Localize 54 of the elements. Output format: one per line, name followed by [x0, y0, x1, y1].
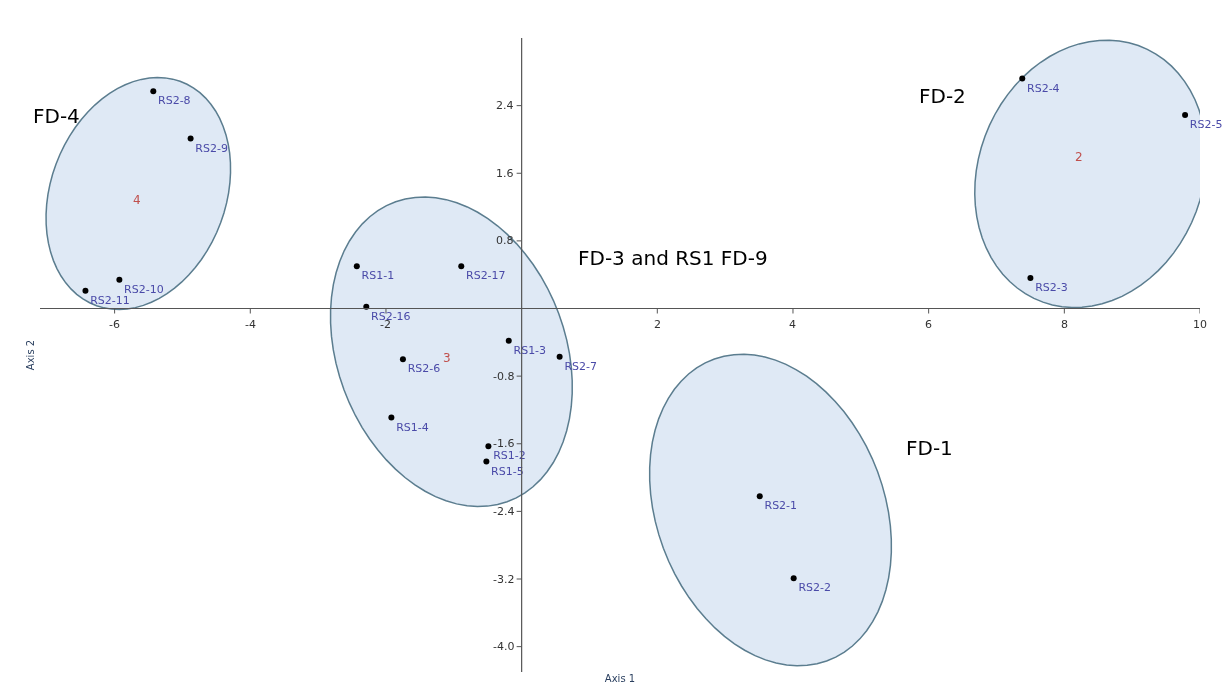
data-label: RS2-11	[90, 293, 130, 307]
y-tick-label: -3.2	[493, 573, 515, 586]
x-tick-label: 10	[1193, 318, 1207, 331]
y-tick-label: -1.6	[493, 437, 515, 450]
point	[556, 353, 563, 360]
annotation: 4	[133, 193, 141, 207]
data-label: RS2-2	[798, 581, 831, 595]
y-tick-label: -0.8	[493, 370, 515, 383]
annotation: 3	[443, 351, 451, 365]
x-tick-label: -4	[245, 318, 256, 331]
x-tick-label: 2	[654, 318, 661, 331]
point	[388, 414, 395, 421]
data-label: RS2-4	[1027, 81, 1060, 95]
data-label: RS2-9	[195, 141, 228, 155]
data-label: RS2-6	[407, 362, 441, 376]
data-label: RS2-1	[764, 499, 798, 513]
point	[485, 443, 492, 450]
annotation: FD-3 and RS1 FD-9	[578, 246, 768, 270]
annotation: 2	[1075, 150, 1083, 164]
x-tick-label: 8	[1061, 318, 1068, 331]
point	[505, 337, 512, 344]
y-tick-label: 1.6	[496, 167, 514, 180]
point	[353, 263, 360, 270]
y-tick-label: -2.4	[493, 505, 515, 518]
data-label: RS1-4	[396, 420, 429, 434]
point	[790, 575, 797, 582]
point	[399, 356, 406, 363]
point	[756, 493, 763, 500]
data-label: RS2-5	[1189, 117, 1223, 131]
data-label: RS2-10	[124, 282, 164, 296]
data-label: RS2-3	[1035, 281, 1068, 295]
point	[483, 458, 490, 465]
x-axis-title: Axis 1	[604, 672, 636, 684]
point	[1027, 275, 1034, 282]
x-tick-label: 6	[925, 318, 932, 331]
x-tick-label: -6	[109, 318, 120, 331]
annotation: FD-2	[919, 84, 966, 108]
x-tick-label: 4	[789, 318, 796, 331]
point	[187, 135, 194, 142]
annotation: FD-1	[906, 436, 953, 460]
point	[1019, 75, 1026, 82]
y-tick-label: -4.0	[493, 640, 515, 653]
data-label: RS2-8	[158, 94, 191, 108]
data-label: RS1-1	[361, 269, 395, 283]
y-tick-label: 2.4	[496, 99, 514, 112]
y-tick-label: 0.8	[496, 234, 514, 247]
annotation: FD-4	[33, 104, 80, 128]
point	[150, 88, 157, 95]
point	[1182, 111, 1189, 118]
y-axis-title: Axis 2	[25, 339, 36, 371]
point	[458, 263, 465, 270]
point	[116, 276, 123, 283]
point	[82, 287, 89, 294]
data-label: RS2-17	[466, 269, 506, 283]
